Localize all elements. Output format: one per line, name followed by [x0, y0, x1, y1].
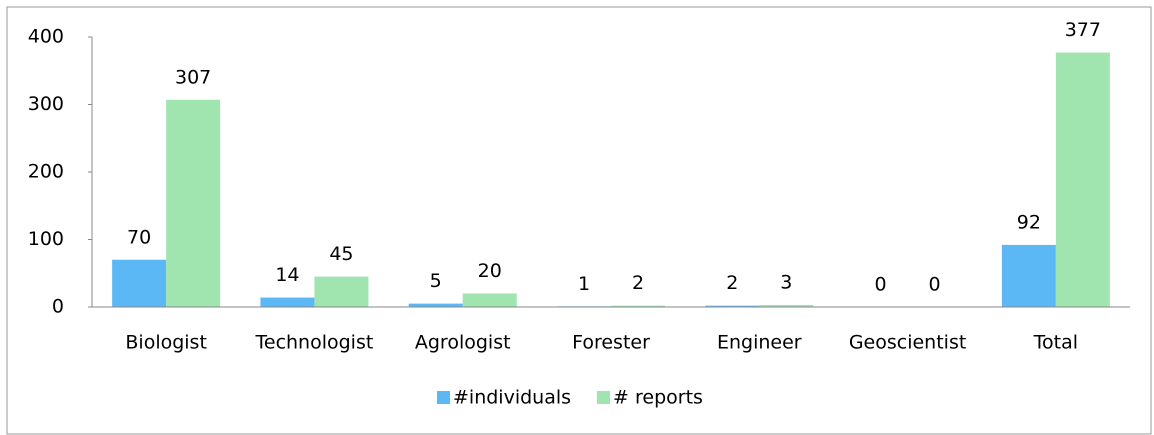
bar	[462, 293, 517, 307]
x-tick-label: Total	[1033, 332, 1078, 354]
bar	[611, 305, 665, 307]
value-label: 5	[430, 270, 442, 292]
x-tick-label: Agrologist	[415, 332, 511, 354]
bar	[166, 99, 221, 308]
value-label: 1	[578, 273, 590, 295]
y-tick-label: 400	[28, 26, 64, 48]
y-tick-label: 300	[28, 93, 64, 115]
bar	[260, 297, 315, 307]
x-tick-label: Forester	[572, 332, 650, 354]
y-tick-label: 100	[28, 228, 64, 250]
legend-label: #individuals	[453, 387, 571, 409]
value-label: 377	[1065, 19, 1101, 41]
value-label: 0	[929, 274, 941, 296]
y-tick-label: 0	[52, 296, 64, 318]
value-label: 92	[1017, 211, 1041, 233]
bar	[1055, 52, 1110, 308]
bar	[408, 303, 463, 307]
value-label: 2	[726, 272, 738, 294]
y-tick-label: 200	[28, 161, 64, 183]
value-label: 70	[127, 226, 151, 248]
value-label: 307	[175, 66, 211, 88]
bar	[314, 276, 369, 307]
value-label: 0	[875, 274, 887, 296]
bar	[112, 259, 167, 307]
value-label: 2	[632, 272, 644, 294]
legend-label: # reports	[613, 387, 703, 409]
legend-swatch	[437, 391, 450, 404]
bar	[1001, 244, 1056, 307]
x-tick-label: Biologist	[125, 332, 207, 354]
bar	[759, 304, 814, 307]
value-label: 20	[478, 260, 502, 282]
legend-swatch	[597, 391, 611, 404]
bar	[705, 305, 760, 307]
x-tick-label: Geoscientist	[849, 332, 966, 354]
value-label: 14	[275, 264, 299, 286]
value-label: 45	[329, 243, 353, 265]
x-tick-label: Technologist	[255, 332, 374, 354]
x-tick-label: Engineer	[717, 332, 802, 354]
value-label: 3	[780, 271, 792, 293]
